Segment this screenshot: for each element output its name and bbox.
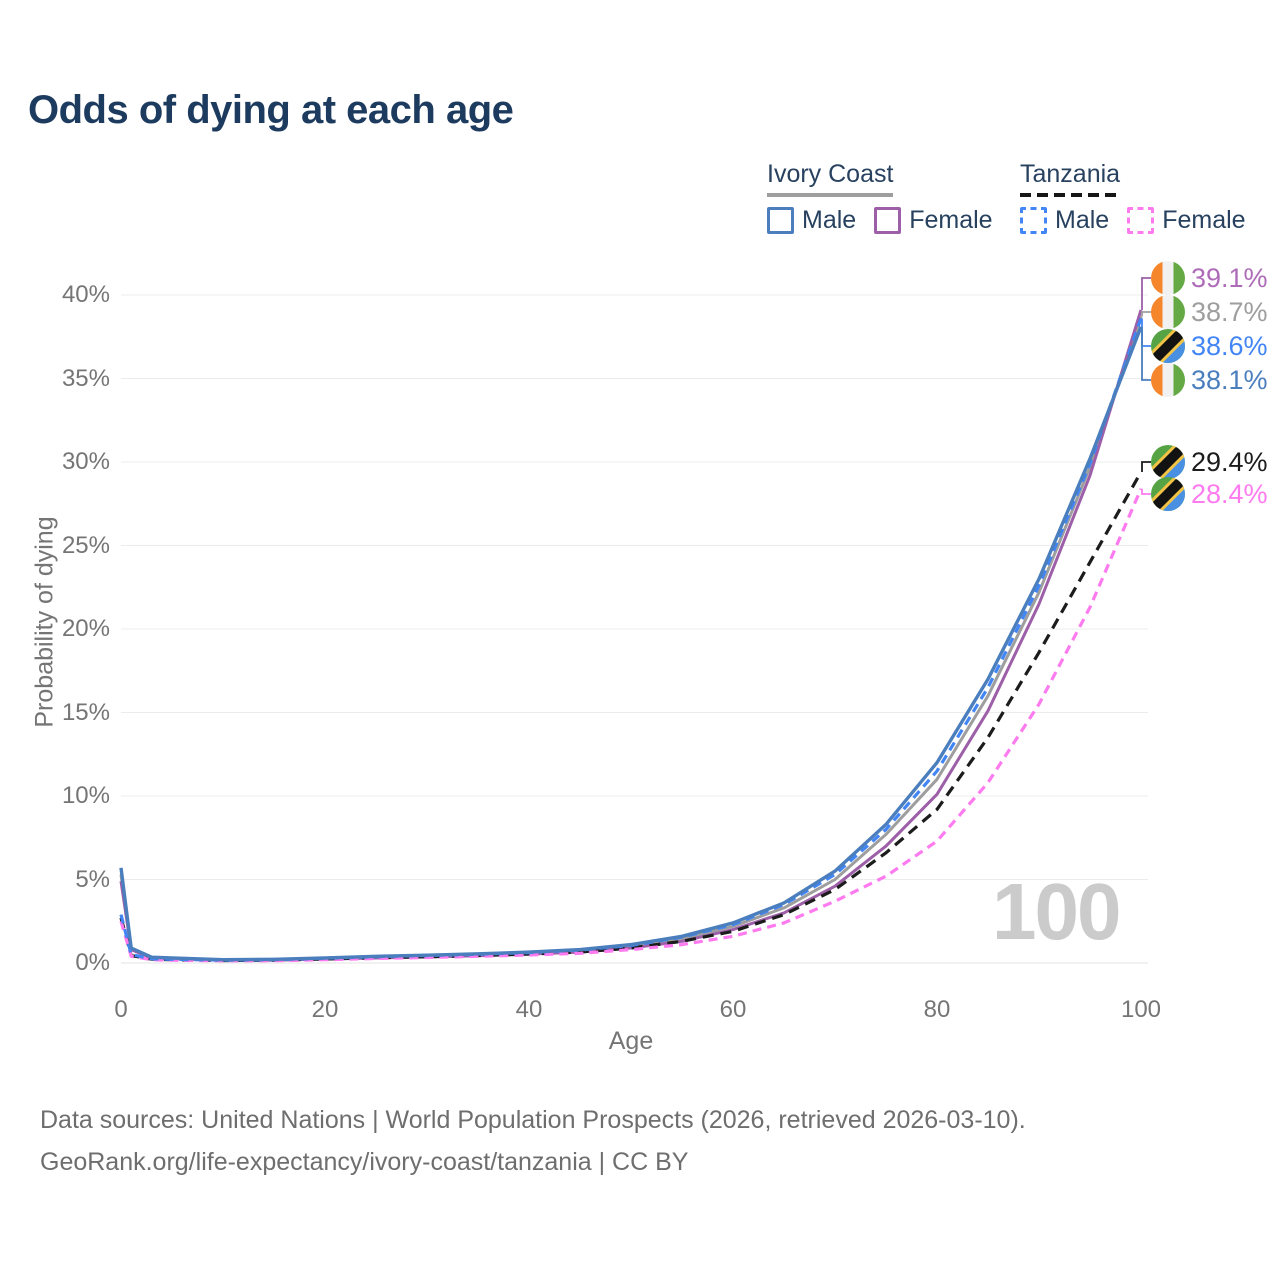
y-tick-label: 30% [61,448,110,475]
legend: Ivory Coast Male Female Tanzania [767,160,1280,240]
y-tick-label: 35% [61,364,110,392]
x-tick-label: 100 [1120,996,1162,1023]
series-line-ivory-coast-female [119,309,1143,962]
ivory-coast-flag-icon [1151,363,1185,397]
y-tick-label: 15% [61,698,110,726]
label-connector [1141,488,1151,495]
end-value-label: 38.1% [1191,365,1268,395]
end-value-label: 38.6% [1191,331,1268,361]
solid-square-swatch-icon [874,207,902,234]
series-line-ivory-coast-male [119,326,1143,962]
tanzania-flag-icon [1151,477,1185,511]
x-tick-label: 20 [311,996,339,1023]
label-connector [1141,318,1151,347]
label-connector [1141,461,1151,472]
legend-item-tanzania-female: Female [1127,206,1246,235]
y-tick-label: 20% [61,615,110,642]
y-tick-label: 10% [61,782,110,809]
attribution-line: GeoRank.org/life-expectancy/ivory-coast/… [40,1148,689,1176]
legend-row: Male Female [1020,206,1246,235]
ivory-coast-flag-icon [1151,295,1185,329]
tanzania-flag-icon [1151,445,1185,479]
y-tick-label: 40% [61,281,110,308]
legend-item-label: Female [1162,206,1246,234]
page-title: Odds of dying at each age [28,88,514,132]
y-tick-label: 0% [75,949,110,976]
legend-item-tanzania-male: Male [1020,206,1109,235]
end-value-label: 39.1% [1191,263,1268,293]
legend-item-ivory-coast-male: Male [767,206,856,235]
y-tick-label: 25% [61,531,110,559]
x-tick-label: 60 [719,996,747,1023]
tanzania-overall-line-swatch [1020,193,1121,197]
series-line-tanzania-female [119,488,1143,963]
dashed-square-swatch-icon [1127,207,1155,234]
legend-group-title: Ivory Coast [767,160,894,188]
end-value-label: 38.7% [1191,297,1268,327]
x-tick-label: 0 [114,996,128,1023]
age-100-watermark: 100 [992,867,1121,956]
label-connector [1141,311,1151,317]
legend-group-title: Tanzania [1020,160,1121,188]
legend-row: Male Female [767,206,993,235]
solid-square-swatch-icon [767,207,794,234]
legend-group-ivory-coast: Ivory Coast Male Female [767,160,993,235]
series-line-tanzania-male [119,317,1143,962]
legend-item-ivory-coast-female: Female [874,206,993,235]
legend-item-label: Male [802,206,857,234]
series-line-ivory-coast-both [119,316,1143,962]
label-connector [1141,326,1151,381]
y-tick-label: 5% [75,865,110,893]
legend-group-header: Tanzania [1020,160,1121,197]
x-tick-label: 40 [515,996,543,1023]
legend-item-label: Female [909,206,993,234]
legend-group-header: Ivory Coast [767,160,894,197]
legend-item-label: Male [1055,206,1110,234]
tanzania-flag-icon [1151,329,1185,363]
x-tick-label: 80 [923,996,951,1023]
end-value-label: 29.4% [1191,447,1268,477]
ivory-coast-flag-icon [1151,261,1185,295]
label-connector [1141,277,1151,310]
x-axis-title: Age [608,1027,654,1055]
legend-group-tanzania: Tanzania Male Female [1020,160,1246,235]
data-source-line: Data sources: United Nations | World Pop… [40,1106,1026,1134]
ivory-coast-overall-line-swatch [767,193,894,197]
dashed-square-swatch-icon [1020,207,1047,234]
end-value-label: 28.4% [1191,479,1268,509]
